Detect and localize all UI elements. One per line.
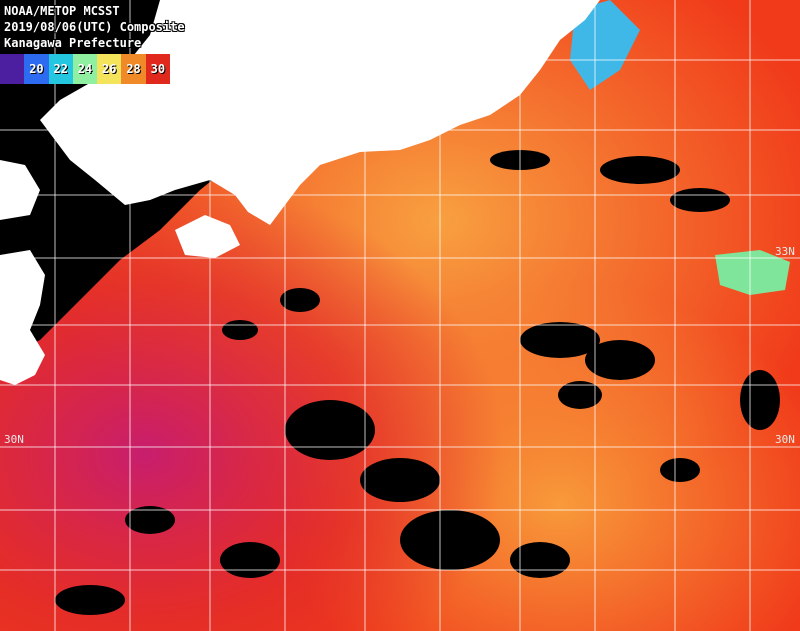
colorbar-swatch: 22 (48, 54, 73, 84)
land-korea-tip (0, 160, 40, 220)
cool-patch-northeast (570, 0, 640, 90)
lat-label-30n-right: 30N (775, 433, 795, 446)
land-shikoku (175, 215, 240, 258)
colorbar-swatch: 26 (97, 54, 122, 84)
lat-label-30n-left: 30N (4, 433, 24, 446)
cool-patch-east (715, 250, 790, 295)
colorbar-label: 20 (29, 62, 44, 76)
colorbar-label: 30 (150, 62, 166, 76)
cloud-clusters (55, 150, 780, 615)
colorbar-swatch: 28 (121, 54, 146, 84)
title-line-3: Kanagawa Prefecture (4, 36, 142, 50)
temperature-colorbar: 20 22 24 26 28 30 (0, 54, 170, 84)
land-kyushu (0, 250, 45, 385)
lat-label-33n-right: 33N (775, 245, 795, 258)
colorbar-label: 26 (102, 62, 117, 76)
title-block: NOAA/METOP MCSST 2019/08/06(UTC) Composi… (4, 3, 185, 51)
colorbar-swatch (0, 54, 25, 84)
title-line-1: NOAA/METOP MCSST (4, 4, 120, 18)
colorbar-swatch: 30 (145, 54, 170, 84)
colorbar-label: 22 (53, 62, 68, 76)
colorbar-swatch: 20 (24, 54, 49, 84)
land-honshu (40, 0, 600, 225)
colorbar-label: 24 (77, 62, 93, 76)
colorbar-label: 28 (126, 62, 141, 76)
title-line-2: 2019/08/06(UTC) Composite (4, 20, 185, 34)
colorbar-swatch: 24 (72, 54, 98, 84)
